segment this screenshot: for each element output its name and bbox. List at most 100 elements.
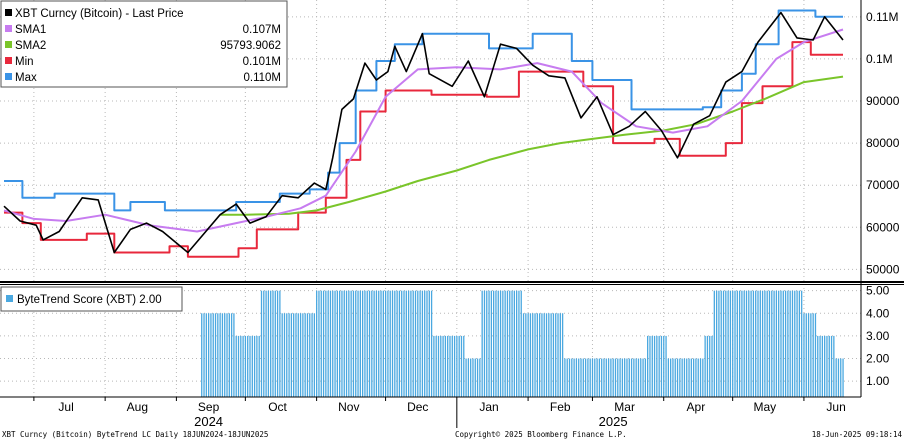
score-bar — [295, 313, 297, 397]
score-ytick-label: 2.00 — [866, 352, 890, 366]
score-bar — [488, 290, 490, 397]
score-ytick-label: 3.00 — [866, 329, 890, 343]
score-bar — [332, 290, 334, 397]
month-label: Sep — [198, 400, 220, 414]
score-bar — [389, 290, 391, 397]
series-line-max — [4, 9, 843, 212]
score-bar — [534, 313, 536, 397]
score-bar — [628, 358, 630, 397]
price-ytick-label: 90000 — [866, 94, 900, 108]
score-bar — [396, 290, 398, 397]
score-bar — [688, 358, 690, 397]
score-bar — [801, 290, 803, 397]
score-bar — [663, 335, 665, 397]
score-bar — [543, 313, 545, 397]
score-ytick-label: 5.00 — [866, 284, 890, 298]
score-bar — [380, 290, 382, 397]
score-bar — [840, 358, 842, 397]
score-bar — [334, 290, 336, 397]
score-bar — [764, 290, 766, 397]
score-bar — [260, 290, 263, 397]
score-bar — [826, 335, 828, 397]
score-bar — [598, 358, 601, 397]
score-bar — [718, 290, 720, 397]
score-bar — [759, 290, 761, 397]
score-bar — [311, 313, 313, 397]
score-bar — [713, 290, 715, 397]
score-bar — [410, 290, 412, 397]
score-bar — [794, 290, 796, 397]
score-bar — [375, 290, 378, 397]
score-bar — [676, 358, 679, 397]
score-bar — [419, 290, 421, 397]
score-bar — [412, 290, 414, 397]
score-bar — [702, 358, 704, 397]
series-line-price — [3, 11, 844, 254]
score-bar — [221, 313, 224, 397]
score-bar — [306, 313, 309, 397]
score-bar — [819, 335, 821, 397]
legend-label-sma1: SMA1 — [15, 24, 46, 36]
score-bar — [697, 358, 699, 397]
score-bar — [674, 358, 676, 397]
score-bar — [527, 313, 529, 397]
score-bar — [511, 290, 513, 397]
score-bar — [444, 335, 447, 397]
score-bar — [453, 335, 456, 397]
score-bar — [483, 290, 486, 397]
score-bar — [421, 290, 424, 397]
score-bar — [378, 290, 380, 397]
score-bar — [371, 290, 373, 397]
score-bar — [715, 290, 718, 397]
score-bar — [833, 335, 835, 397]
score-bar — [605, 358, 607, 397]
score-bar — [320, 290, 322, 397]
score-bar — [437, 335, 440, 397]
score-bar — [465, 358, 467, 397]
score-bar — [796, 290, 798, 397]
score-bar — [299, 313, 302, 397]
score-bar — [435, 335, 437, 397]
score-bar — [745, 290, 748, 397]
legend-value-min: 0.101M — [243, 56, 281, 68]
score-bar — [325, 290, 327, 397]
score-bar — [653, 335, 656, 397]
score-bar — [828, 335, 830, 397]
score-bar — [460, 335, 463, 397]
score-ytick-label: 1.00 — [866, 374, 890, 388]
score-bar — [430, 290, 433, 397]
price-lines — [3, 9, 844, 258]
score-bar — [672, 358, 674, 397]
score-bar — [290, 313, 293, 397]
score-bar — [791, 290, 794, 397]
score-bar — [502, 290, 504, 397]
legend-value-sma2: 95793.9062 — [220, 40, 281, 52]
score-bar — [824, 335, 826, 397]
score-bar — [442, 335, 444, 397]
score-bar — [322, 290, 325, 397]
score-bar — [226, 313, 228, 397]
score-bar — [750, 290, 752, 397]
legend-swatch-sma2 — [5, 41, 12, 48]
score-bar — [394, 290, 396, 397]
score-bar — [812, 313, 814, 397]
score-bar — [414, 290, 417, 397]
score-bar — [263, 290, 265, 397]
score-bar — [407, 290, 410, 397]
score-bar — [670, 358, 672, 397]
score-bar — [479, 358, 481, 397]
score-bar — [538, 313, 541, 397]
score-bar — [571, 358, 573, 397]
score-bar — [288, 313, 290, 397]
score-bar — [309, 313, 311, 397]
score-bars — [201, 290, 844, 397]
score-bar — [738, 290, 741, 397]
score-bar — [580, 358, 582, 397]
year-label-2024: 2024 — [194, 414, 223, 429]
score-bar — [810, 313, 812, 397]
legend-value-max: 0.110M — [243, 72, 281, 84]
score-bar — [821, 335, 824, 397]
score-bar — [520, 290, 522, 397]
score-bar — [499, 290, 502, 397]
legend-swatch-price — [5, 9, 12, 16]
